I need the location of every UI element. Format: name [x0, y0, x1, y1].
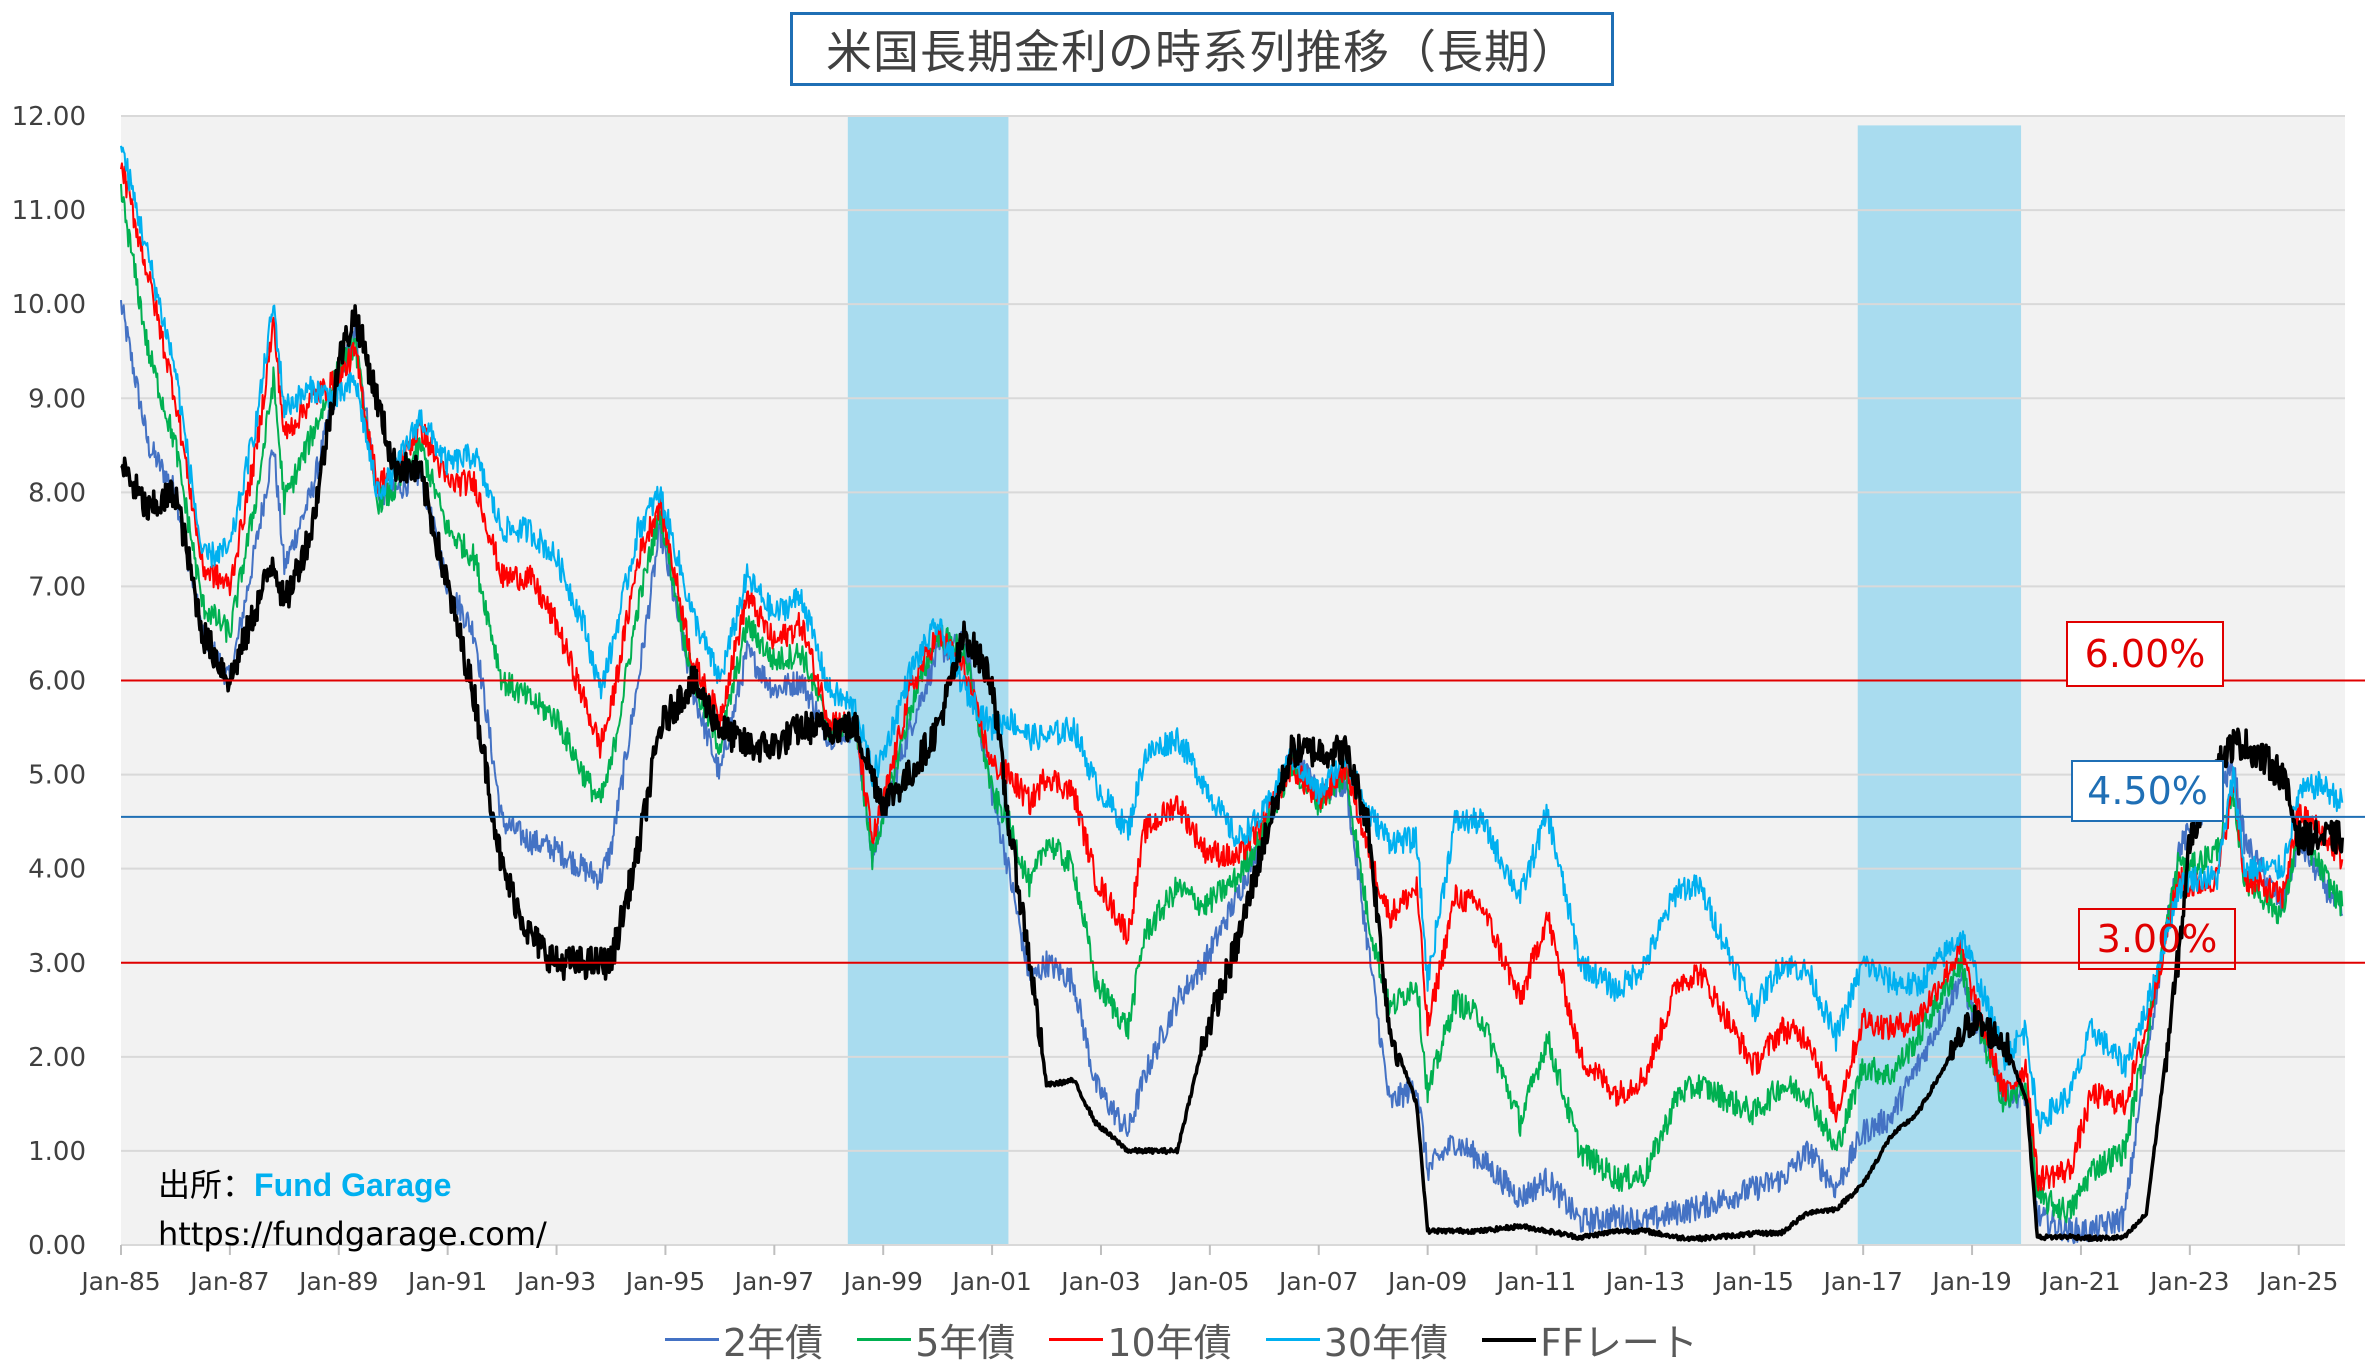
legend-item-y10: 10年債: [1049, 1312, 1232, 1367]
reference-label: 6.00%: [2066, 621, 2224, 687]
x-tick-label: Jan-11: [1495, 1267, 1576, 1296]
y-tick-label: 6.00: [28, 667, 86, 697]
legend-item-y30: 30年債: [1265, 1312, 1449, 1367]
reference-lines: [121, 679, 2365, 964]
legend-swatch: [1049, 1338, 1104, 1341]
y-tick-label: 4.00: [28, 855, 86, 885]
x-tick-label: Jan-15: [1713, 1267, 1794, 1296]
y-tick-label: 8.00: [28, 478, 86, 508]
x-tick-label: Jan-87: [188, 1267, 269, 1296]
y-axis-ticks: 0.00 1.00 2.00 3.00 4.00 5.00 6.00 7.00 8.00 9.00…: [12, 102, 86, 1261]
legend-label: 2年債: [723, 1321, 824, 1365]
y-tick-label: 1.00: [28, 1137, 86, 1167]
source-brand: Fund Garage: [254, 1167, 452, 1203]
legend-swatch: [665, 1338, 719, 1341]
series-line-y2: [120, 300, 2344, 1245]
y-tick-label: 0.00: [28, 1231, 86, 1261]
x-tick-label: Jan-03: [1059, 1267, 1140, 1296]
chart-title: 米国長期金利の時系列推移（長期）: [790, 12, 1614, 86]
x-tick-label: Jan-85: [79, 1267, 160, 1296]
x-tick-label: Jan-91: [406, 1267, 487, 1296]
x-tick-label: Jan-09: [1386, 1267, 1467, 1296]
source-url: https://fundgarage.com/: [158, 1215, 547, 1253]
source-label: 出所：: [158, 1166, 255, 1204]
legend-label: FFレート: [1540, 1321, 1698, 1365]
y-tick-label: 12.00: [12, 102, 86, 132]
series-line-y10: [120, 162, 2344, 1192]
x-tick-label: Jan-95: [624, 1267, 705, 1296]
x-axis-ticks: Jan-85 Jan-87 Jan-89 Jan-91 Jan-93 Jan-95 Jan-…: [79, 1245, 2338, 1296]
legend-item-ff: FFレート: [1482, 1312, 1698, 1367]
legend-swatch: [1265, 1338, 1320, 1341]
x-tick-label: Jan-93: [515, 1267, 596, 1296]
legend: 2年債 5年債 10年債 30年債 FFレート: [665, 1312, 1698, 1367]
legend-label: 5年債: [915, 1321, 1016, 1365]
x-tick-label: Jan-19: [1930, 1267, 2011, 1296]
x-tick-label: Jan-89: [297, 1267, 378, 1296]
x-tick-label: Jan-07: [1277, 1267, 1358, 1296]
x-tick-label: Jan-97: [733, 1267, 814, 1296]
x-tick-label: Jan-21: [2039, 1267, 2120, 1296]
series-line-y30: [120, 145, 2344, 1135]
legend-swatch: [1482, 1337, 1537, 1342]
y-tick-label: 11.00: [12, 196, 86, 226]
reference-label: 4.50%: [2071, 760, 2224, 822]
x-tick-label: Jan-01: [950, 1267, 1031, 1296]
legend-swatch: [857, 1338, 912, 1341]
x-tick-label: Jan-23: [2148, 1267, 2229, 1296]
y-tick-label: 10.00: [12, 290, 86, 320]
x-tick-label: Jan-25: [2257, 1267, 2338, 1296]
series-line-y5: [120, 183, 2344, 1224]
source-line: 出所：Fund Garage: [158, 1160, 451, 1206]
x-tick-label: Jan-05: [1168, 1267, 1249, 1296]
y-tick-label: 9.00: [28, 384, 86, 414]
x-tick-label: Jan-17: [1821, 1267, 1902, 1296]
legend-item-y5: 5年債: [857, 1312, 1015, 1367]
y-tick-label: 7.00: [28, 572, 86, 602]
legend-item-y2: 2年債: [665, 1312, 823, 1367]
y-tick-label: 2.00: [28, 1043, 86, 1073]
y-tick-label: 5.00: [28, 761, 86, 791]
y-tick-label: 3.00: [28, 949, 86, 979]
x-tick-label: Jan-99: [842, 1267, 923, 1296]
reference-label: 3.00%: [2078, 908, 2236, 970]
legend-label: 10年債: [1107, 1321, 1232, 1365]
x-tick-label: Jan-13: [1604, 1267, 1685, 1296]
legend-label: 30年債: [1323, 1321, 1449, 1365]
